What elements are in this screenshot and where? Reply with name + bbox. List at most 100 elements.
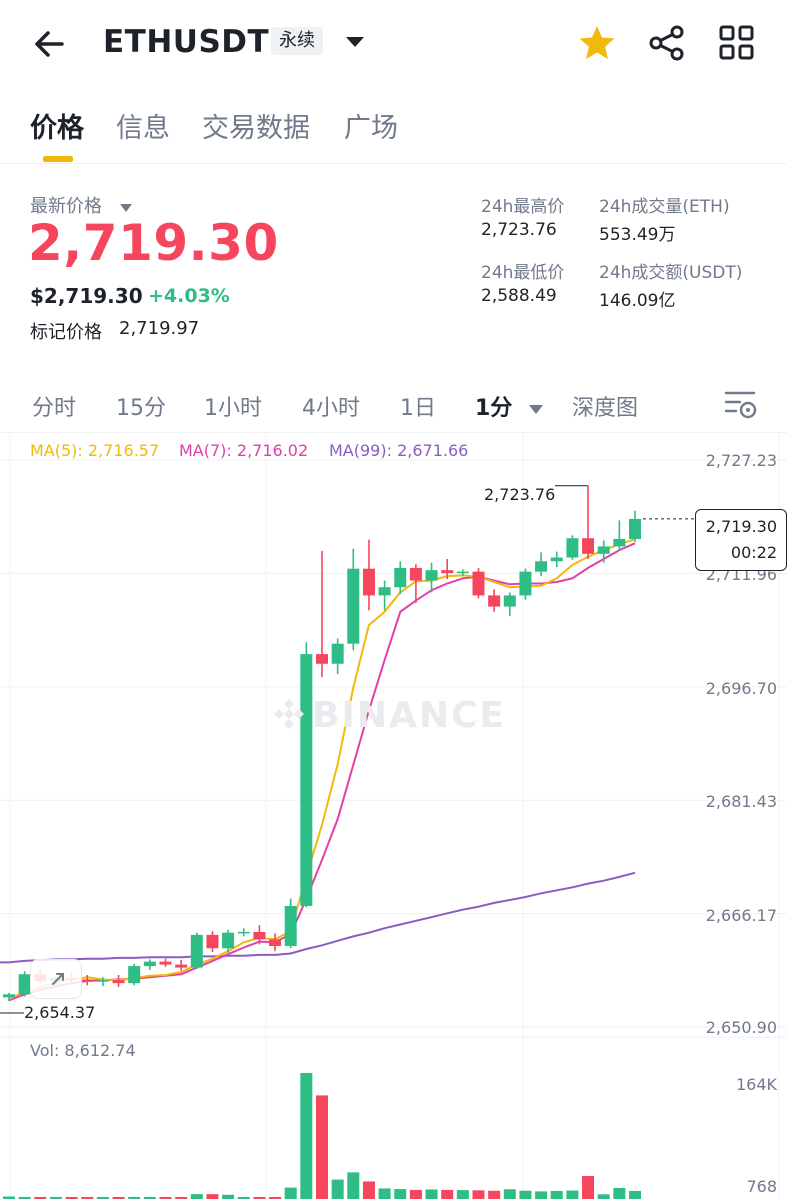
volume-bar <box>566 1190 579 1199</box>
candle-body <box>597 546 610 554</box>
high-marker-label: 2,723.76 <box>484 485 556 504</box>
tab-price[interactable]: 价格 <box>30 113 84 144</box>
volume-bar <box>362 1181 375 1199</box>
interval-1h[interactable]: 1小时 <box>204 396 262 421</box>
candle-body <box>300 654 313 906</box>
mark-price-label: 标记价格 <box>30 322 102 343</box>
volume-label: Vol: 8,612.74 <box>30 1041 136 1060</box>
volume-bar <box>535 1191 548 1199</box>
volume-bar <box>629 1190 641 1199</box>
candle-body <box>488 595 501 607</box>
chevron-down-icon[interactable] <box>528 400 544 414</box>
volume-bar <box>222 1194 235 1199</box>
volume-usdt-value: 146.09亿 <box>599 291 676 311</box>
latest-price-label[interactable]: 最新价格 <box>30 196 102 217</box>
expand-chart-button[interactable] <box>30 959 82 999</box>
symbol-title[interactable]: ETHUSDT <box>103 24 270 60</box>
contract-type-badge: 永续 <box>271 27 323 55</box>
interval-15m[interactable]: 15分 <box>116 396 166 421</box>
volume-bar <box>300 1073 313 1199</box>
share-icon[interactable] <box>648 24 686 62</box>
watermark-text: BINANCE <box>312 695 506 736</box>
candle-body <box>159 961 172 965</box>
price-usd: $2,719.30 <box>30 284 143 308</box>
candle-body <box>284 905 297 947</box>
candle-body <box>519 571 532 596</box>
tab-square[interactable]: 广场 <box>344 113 398 144</box>
interval-bar: 分时 15分 1小时 4小时 1日 1分 深度图 <box>0 378 787 430</box>
price-axis-label: 2,696.70 <box>705 679 777 698</box>
candle-body <box>550 557 563 562</box>
candle-body <box>128 966 141 984</box>
volume-bar <box>347 1172 360 1199</box>
volume-bar <box>159 1197 172 1199</box>
candle-body <box>96 980 109 982</box>
high-24h-label: 24h最高价 <box>481 197 565 217</box>
price-axis-label: 2,727.23 <box>705 451 777 470</box>
candle-body <box>316 654 328 664</box>
tab-trading-data[interactable]: 交易数据 <box>202 113 310 144</box>
volume-bar <box>253 1197 266 1199</box>
volume-bar <box>550 1190 563 1199</box>
volume-bar <box>284 1187 297 1199</box>
candle-body <box>566 538 579 558</box>
candle-body <box>378 587 391 596</box>
volume-bar <box>190 1194 203 1199</box>
candle-body <box>582 538 595 554</box>
candle-body <box>394 567 407 588</box>
volume-bar <box>409 1189 422 1199</box>
high-24h-value: 2,723.76 <box>481 220 557 240</box>
mark-price-value: 2,719.97 <box>119 318 200 339</box>
caret-down-icon[interactable] <box>119 198 133 212</box>
candle-body <box>190 934 203 968</box>
last-price-tag: 2,719.30 00:22 <box>695 509 787 571</box>
candle-body <box>629 518 641 539</box>
ma5-legend: MA(5): 2,716.57 <box>30 441 160 460</box>
candle-body <box>269 939 282 947</box>
volume-bar <box>519 1190 532 1199</box>
candle-body <box>175 964 188 968</box>
volume-bar <box>96 1197 109 1199</box>
grid-menu-icon[interactable] <box>718 24 756 62</box>
volume-bar <box>112 1197 125 1199</box>
binance-watermark: BINANCE <box>272 695 506 736</box>
last-price: 2,719.30 <box>28 214 279 272</box>
candle-body <box>206 934 219 949</box>
kline-chart[interactable]: BINANCE MA(5): 2,716.57 MA(7): 2,716.02 … <box>0 432 787 1200</box>
interval-1m[interactable]: 1分 <box>475 396 513 421</box>
low-marker-label: 2,654.37 <box>24 1003 96 1022</box>
tab-info[interactable]: 信息 <box>116 113 170 144</box>
price-change-percent: +4.03% <box>148 285 230 307</box>
volume-bar <box>3 1196 15 1199</box>
interval-1d[interactable]: 1日 <box>400 396 436 421</box>
candle-body <box>18 974 31 995</box>
volume-bar <box>49 1197 62 1199</box>
chart-settings-icon[interactable] <box>723 388 759 420</box>
candle-body <box>441 570 454 574</box>
price-axis-label: 2,650.90 <box>705 1018 777 1037</box>
kline-countdown: 00:22 <box>730 543 777 562</box>
chart-canvas[interactable] <box>0 433 787 1200</box>
candle-body <box>81 979 94 982</box>
star-icon[interactable] <box>578 24 616 62</box>
volume-bar <box>613 1188 626 1199</box>
volume-bar <box>237 1197 250 1199</box>
interval-4h[interactable]: 4小时 <box>302 396 360 421</box>
volume-bar <box>503 1189 516 1199</box>
back-arrow-icon[interactable] <box>28 22 72 66</box>
candle-body <box>362 568 375 596</box>
volume-bar <box>316 1095 328 1199</box>
volume-eth-label: 24h成交量(ETH) <box>599 197 730 217</box>
candle-body <box>472 571 485 596</box>
volume-bar <box>394 1189 407 1199</box>
interval-depth-chart[interactable]: 深度图 <box>572 396 639 421</box>
interval-timeshare[interactable]: 分时 <box>32 396 77 421</box>
candle-body <box>409 567 422 581</box>
candle-body <box>347 568 360 644</box>
volume-axis-label: 768 <box>746 1177 777 1196</box>
volume-bar <box>456 1190 469 1199</box>
candle-body <box>613 538 626 547</box>
price-axis-label: 2,666.17 <box>705 906 777 925</box>
candle-body <box>237 931 250 934</box>
chevron-down-icon[interactable] <box>344 33 366 51</box>
